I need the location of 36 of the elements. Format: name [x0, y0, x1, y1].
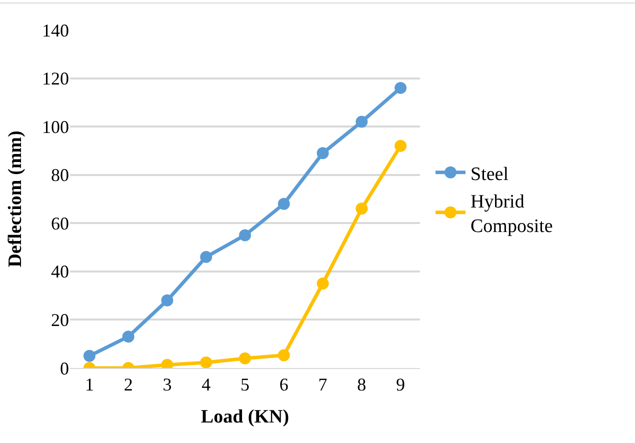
point — [239, 229, 251, 242]
y-tick-label: 20 — [51, 310, 69, 330]
point — [356, 202, 368, 215]
point — [278, 198, 290, 210]
x-tick-label: 6 — [279, 374, 288, 395]
point — [200, 356, 212, 368]
y-tick-label: 120 — [42, 68, 69, 89]
x-tick-label: 8 — [357, 374, 366, 395]
point — [83, 350, 96, 362]
point — [278, 349, 290, 362]
point — [356, 116, 368, 128]
legend-label: Steel — [470, 164, 508, 185]
point — [200, 250, 212, 263]
x-tick-label: 5 — [240, 374, 250, 395]
point — [394, 82, 407, 94]
point — [122, 330, 134, 343]
x-tick-label: 3 — [162, 374, 172, 395]
x-tick-label: 9 — [396, 374, 406, 395]
x-tick-label: 4 — [202, 374, 211, 395]
y-tick-label: 40 — [51, 262, 69, 282]
y-tick-label: 0 — [60, 358, 69, 378]
y-tick-label: 80 — [51, 165, 69, 186]
y-axis-title: Deflectiom (mm) — [4, 130, 26, 268]
point — [316, 278, 329, 290]
point — [316, 147, 329, 160]
point — [239, 352, 251, 364]
point — [161, 294, 174, 306]
x-tick-label: 7 — [318, 374, 328, 395]
x-axis-title: Load (KN) — [200, 406, 290, 428]
y-tick-label: 100 — [42, 116, 69, 137]
x-tick-label: 2 — [124, 374, 133, 395]
legend-label: Hybrid Composite — [470, 191, 553, 238]
x-tick-label: 1 — [84, 374, 94, 395]
y-tick-label: 140 — [42, 20, 69, 40]
point — [394, 140, 407, 152]
y-tick-label: 60 — [51, 213, 69, 234]
